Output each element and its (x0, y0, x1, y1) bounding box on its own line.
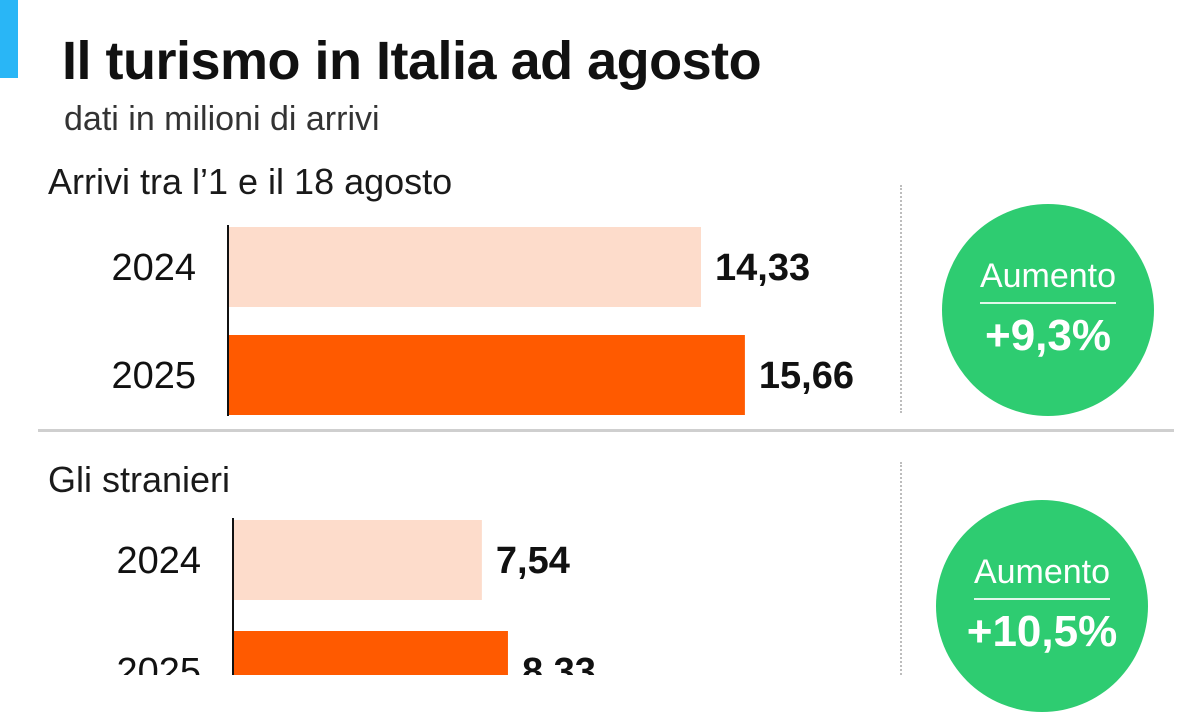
increase-badge-value: +10,5% (966, 607, 1118, 656)
vertical-divider-foreigners (900, 462, 902, 675)
increase-badge-arrivals: Aumento +9,3% (942, 204, 1154, 416)
increase-badge-label: Aumento (973, 552, 1111, 600)
data-label: 8,33 (522, 651, 596, 675)
data-label: 15,66 (759, 355, 854, 397)
accent-bar (0, 0, 18, 78)
increase-badge-foreigners: Aumento +10,5% (936, 500, 1148, 712)
chart-subtitle: dati in milioni di arrivi (64, 100, 380, 138)
bar-2024 (233, 520, 482, 600)
category-label: 2025 (116, 651, 201, 675)
bar-charts: 2024 14,33 2025 15,66 2024 7,54 2025 8,33 (111, 225, 854, 675)
category-label: 2024 (111, 247, 196, 289)
section-title-arrivals: Arrivi tra l’1 e il 18 agosto (48, 161, 453, 202)
increase-badge-value: +9,3% (985, 311, 1111, 360)
category-label: 2025 (111, 355, 196, 397)
category-label: 2024 (116, 540, 201, 582)
section-title-foreigners: Gli stranieri (48, 459, 231, 500)
chart-title: Il turismo in Italia ad agosto (62, 31, 762, 91)
increase-badge-label: Aumento (979, 256, 1117, 304)
bar-2024 (228, 227, 701, 307)
bar-2025 (233, 631, 508, 675)
data-label: 7,54 (496, 540, 570, 582)
section-divider (38, 429, 1174, 432)
data-label: 14,33 (715, 247, 810, 289)
bar-2025 (228, 335, 745, 415)
vertical-divider-arrivals (900, 185, 902, 413)
